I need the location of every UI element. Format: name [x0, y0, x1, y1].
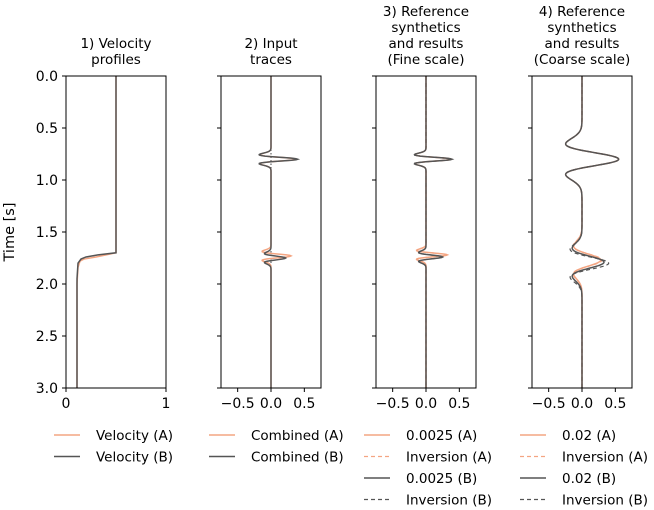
series-line — [564, 76, 620, 388]
series-line — [76, 76, 117, 388]
panel-title-line: (Fine scale) — [387, 52, 464, 68]
panel-title-line: traces — [250, 52, 292, 68]
panel-title-line: and results — [545, 36, 620, 52]
series-line — [76, 76, 117, 388]
legend-label: 0.02 (A) — [562, 428, 616, 444]
series-line — [565, 76, 620, 388]
series-line — [564, 76, 620, 388]
legend-label: Inversion (A) — [562, 450, 648, 466]
x-tick-label: 0.0 — [260, 396, 282, 412]
series-line — [414, 76, 454, 388]
legend-label: Velocity (B) — [96, 450, 173, 466]
series-line — [413, 76, 454, 388]
y-tick-label: 1.5 — [36, 225, 58, 241]
x-tick-label: 0.0 — [415, 396, 437, 412]
y-tick-label: 2.0 — [36, 277, 58, 293]
series-line — [258, 76, 299, 388]
panel-title-line: 2) Input — [244, 36, 297, 52]
y-tick-label: 1.0 — [36, 173, 58, 189]
legend-label: Inversion (B) — [406, 493, 492, 509]
panel-title-line: and results — [389, 36, 464, 52]
series-line — [564, 76, 620, 388]
panel-title-line: 1) Velocity — [80, 36, 151, 52]
x-tick-label: 1 — [162, 396, 171, 412]
panel-title-line: (Coarse scale) — [534, 52, 630, 68]
x-tick-label: 0.5 — [604, 396, 626, 412]
panel-title-line: profiles — [91, 52, 141, 68]
x-tick-label: 0.5 — [293, 396, 315, 412]
panel-title-line: synthetics — [547, 20, 616, 36]
x-tick-label: −0.5 — [221, 396, 255, 412]
panel-title-line: 3) Reference — [383, 4, 469, 20]
x-tick-label: −0.5 — [376, 396, 410, 412]
series-line — [413, 76, 455, 388]
legend-label: 0.02 (B) — [562, 471, 616, 487]
y-tick-label: 0.5 — [36, 121, 58, 137]
legend-label: Velocity (A) — [96, 428, 173, 444]
legend-label: Inversion (A) — [406, 450, 492, 466]
legend-label: Combined (A) — [251, 428, 344, 444]
series-line — [413, 76, 454, 388]
y-tick-label: 2.5 — [36, 329, 58, 345]
legend-label: Combined (B) — [251, 450, 344, 466]
x-tick-label: −0.5 — [532, 396, 566, 412]
legend-label: 0.0025 (B) — [406, 471, 477, 487]
x-tick-label: 0.0 — [571, 396, 593, 412]
panel-title-line: 4) Reference — [539, 4, 625, 20]
series-line — [258, 76, 301, 388]
legend-label: Inversion (B) — [562, 493, 648, 509]
y-axis-label: Time [s] — [2, 203, 18, 263]
y-tick-label: 3.0 — [36, 381, 58, 397]
y-tick-label: 0.0 — [36, 69, 58, 85]
x-tick-label: 0 — [62, 396, 71, 412]
legend-label: 0.0025 (A) — [406, 428, 477, 444]
panel-title-line: synthetics — [391, 20, 460, 36]
x-tick-label: 0.5 — [448, 396, 470, 412]
